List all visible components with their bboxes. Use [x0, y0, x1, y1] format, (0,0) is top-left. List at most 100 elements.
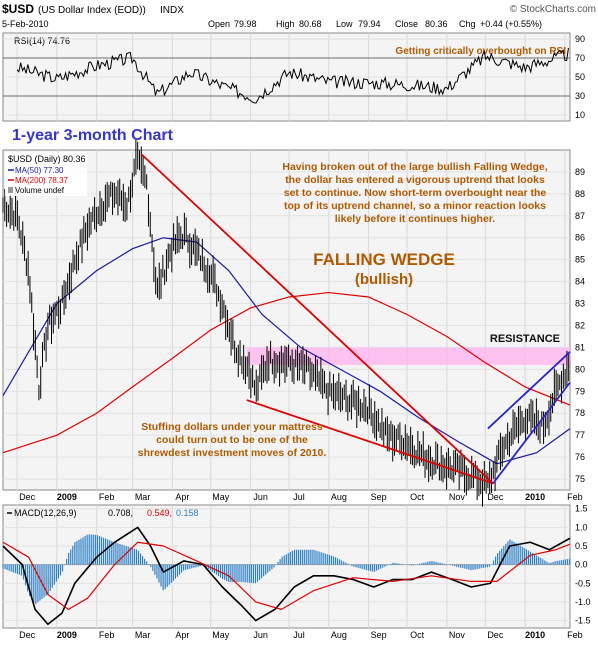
watermark: © StockCharts.com	[510, 4, 596, 15]
wedge-trendline	[140, 153, 494, 485]
channel-trendline	[492, 381, 571, 484]
ohlc-high-label: High	[276, 19, 295, 29]
price-tick-label: 76	[575, 452, 585, 462]
symbol-text: $USD	[2, 2, 34, 16]
price-tick-label: 89	[575, 167, 585, 177]
x-tick-label: 2009	[57, 492, 77, 502]
x-tick-label: Jun	[253, 492, 268, 502]
x-tick-label: Dec	[19, 630, 36, 640]
signal-line	[2, 541, 571, 610]
price-tick-label: 88	[575, 189, 585, 199]
rsi-tick-label: 90	[575, 34, 585, 44]
macd-tick-label: 1.5	[575, 504, 588, 514]
rsi-tick-label: 70	[575, 53, 585, 63]
ma50-line	[2, 237, 571, 465]
exchange-label: INDX	[160, 5, 184, 16]
ohlc-open-value: 79.98	[234, 19, 257, 29]
x-tick-label: Feb	[99, 492, 115, 502]
rsi-tick-label: 50	[575, 72, 585, 82]
resistance-band	[246, 347, 570, 365]
ohlc-chg-label: Chg	[459, 19, 476, 29]
ohlc-chg-value: +0.44 (+0.55%)	[480, 19, 542, 29]
pattern-subtitle: (bullish)	[355, 271, 413, 288]
macd-value: 0.708,	[108, 508, 133, 518]
histogram-value: 0.158	[176, 508, 199, 518]
legend-ma200: MA(200) 78.37	[15, 176, 68, 185]
macd-tick-label: 0.0	[575, 560, 588, 570]
price-panel	[2, 149, 571, 491]
macd-tick-label: 1.0	[575, 522, 588, 532]
ohlc-low-label: Low	[336, 19, 353, 29]
price-tick-label: 75	[575, 474, 585, 484]
channel-trendline	[487, 351, 571, 430]
rsi-line	[16, 47, 569, 104]
ohlc-close-label: Close	[395, 19, 418, 29]
x-tick-label: Feb	[567, 492, 583, 502]
ma200-line	[2, 291, 571, 454]
ohlc-open-label: Open	[208, 19, 230, 29]
rsi-axis: 90 70 50 30 10	[3, 34, 585, 120]
x-tick-label: Feb	[99, 630, 115, 640]
signal-value: 0.549,	[147, 508, 172, 518]
chart-period-title: 1-year 3-month Chart	[12, 127, 174, 144]
rsi-tick-label: 10	[575, 110, 585, 120]
x-tick-label: Feb	[567, 630, 583, 640]
x-tick-label: Aug	[331, 492, 347, 502]
x-tick-label: Dec	[487, 492, 504, 502]
x-tick-label: Nov	[449, 630, 466, 640]
price-tick-label: 80	[575, 364, 585, 374]
x-tick-label: Jul	[293, 630, 305, 640]
x-tick-label: Dec	[19, 492, 36, 502]
x-tick-label: Apr	[175, 492, 189, 502]
macd-series	[2, 526, 571, 626]
x-tick-label: 2010	[525, 630, 545, 640]
legend-volume: Volume undef	[15, 186, 65, 195]
x-tick-label: Sep	[371, 630, 387, 640]
mattress-note: Stuffing dollars under your mattress coul…	[138, 421, 327, 459]
x-tick-label: 2009	[57, 630, 77, 640]
price-tick-label: 86	[575, 233, 585, 243]
trendlines	[140, 153, 571, 485]
x-tick-label: Aug	[331, 630, 347, 640]
rsi-label: RSI(14) 74.76	[14, 36, 70, 46]
price-tick-label: 79	[575, 386, 585, 396]
x-tick-label: Jul	[293, 492, 305, 502]
price-tick-label: 81	[575, 342, 585, 352]
resistance-label: RESISTANCE	[490, 333, 560, 345]
price-series	[2, 139, 571, 507]
price-tick-label: 77	[575, 430, 585, 440]
macd-tick-label: -1.0	[575, 597, 591, 607]
price-tick-label: 82	[575, 320, 585, 330]
macd-legend: MACD(12,26,9) 0.708, 0.549, 0.158	[7, 508, 199, 518]
x-tick-label: Mar	[135, 492, 151, 502]
date-label: 5-Feb-2010	[2, 19, 49, 29]
rsi-tick-label: 30	[575, 91, 585, 101]
macd-label: MACD(12,26,9)	[14, 508, 77, 518]
ohlc-close-value: 80.36	[425, 19, 448, 29]
gridlines	[16, 33, 566, 628]
macd-tick-label: 0.5	[575, 541, 588, 551]
ohlc-high-value: 80.68	[299, 19, 322, 29]
commentary-text: Having broken out of the large bullish F…	[282, 161, 547, 225]
rsi-series	[16, 47, 569, 104]
pattern-title: FALLING WEDGE	[313, 250, 455, 269]
x-tick-label: Mar	[135, 630, 151, 640]
price-tick-label: 83	[575, 299, 585, 309]
macd-tick-label: -1.5	[575, 616, 591, 626]
wedge-trendline	[246, 399, 494, 485]
rsi-note: Getting critically overbought on RSI	[395, 46, 566, 57]
x-tick-label: May	[212, 630, 230, 640]
price-tick-label: 85	[575, 255, 585, 265]
price-legend: $USD (Daily) 80.36 MA(50) 77.30 MA(200) …	[5, 152, 87, 196]
macd-tick-label: -0.5	[575, 578, 591, 588]
x-axis: Dec Dec 2009 2009 Feb Feb Mar Mar Apr Apr May May Ju…	[19, 492, 583, 640]
x-tick-label: Oct	[410, 492, 425, 502]
price-tick-label: 78	[575, 408, 585, 418]
x-tick-label: Dec	[487, 630, 504, 640]
x-tick-label: 2010	[525, 492, 545, 502]
legend-main: $USD (Daily) 80.36	[8, 154, 86, 164]
macd-line	[2, 526, 571, 626]
x-tick-label: Jun	[253, 630, 268, 640]
